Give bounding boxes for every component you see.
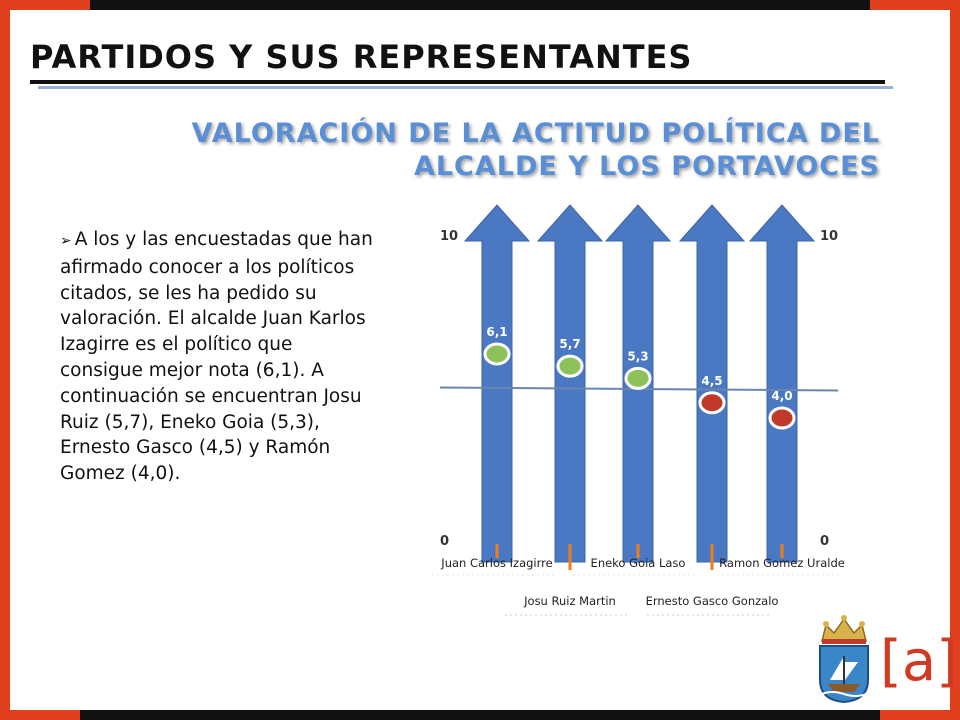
rating-dot xyxy=(483,342,511,366)
category-label: Ramon Gomez Uralde xyxy=(719,556,845,570)
rating-arrow xyxy=(463,204,531,563)
bullet-text: A los y las encuestadas que han afirmado… xyxy=(60,229,373,485)
frame-top-right-accent xyxy=(870,0,960,10)
rating-chart-svg: 10 0 10 0 6,1 5,7 5,3 4,5 4,0 Juan Carlos Izagirr… xyxy=(432,204,845,616)
rating-dot xyxy=(698,391,726,415)
bullet-arrow-icon: ➢ xyxy=(60,233,72,249)
municipal-shield-icon xyxy=(819,645,869,704)
category-label: Juan Carlos Izagirre xyxy=(440,556,552,570)
rating-value-label: 5,3 xyxy=(627,349,648,363)
rating-arrow xyxy=(536,204,604,563)
rating-value-label: 5,7 xyxy=(559,337,580,351)
category-label: Josu Ruiz Martin xyxy=(523,594,616,608)
subtitle-line-2: ALCALDE Y LOS PORTAVOCES xyxy=(413,151,880,182)
title-underline xyxy=(30,80,885,84)
slide-subtitle: VALORACIÓN DE LA ACTITUD POLÍTICA DEL AL… xyxy=(120,117,880,183)
frame-top-left-accent xyxy=(0,0,90,10)
title-underline-shadow xyxy=(38,86,893,89)
frame-bottom-right-accent xyxy=(880,710,960,720)
logo-bracket-a: [a] xyxy=(880,629,959,694)
rating-dot xyxy=(556,354,584,378)
rating-arrow xyxy=(748,204,816,563)
rating-value-label: 6,1 xyxy=(486,325,507,339)
axis-tick-label: 0 xyxy=(440,534,449,549)
category-label: Eneko Goia Laso xyxy=(591,556,686,570)
axis-tick-label: 10 xyxy=(820,229,838,244)
rating-value-label: 4,0 xyxy=(771,389,792,403)
frame-bottom-bar xyxy=(80,710,880,720)
category-label: Ernesto Gasco Gonzalo xyxy=(646,594,779,608)
frame-left-bar xyxy=(0,0,10,720)
frame-right-bar xyxy=(950,0,960,720)
axis-tick-label: 10 xyxy=(440,229,458,244)
municipal-crown-icon xyxy=(821,615,867,644)
bullet-paragraph: ➢ A los y las encuestadas que han afirmad… xyxy=(60,227,380,487)
frame-top-bar xyxy=(90,0,870,10)
rating-value-label: 4,5 xyxy=(701,374,722,388)
rating-dot xyxy=(768,406,796,430)
rating-chart: 10 0 10 0 6,1 5,7 5,3 4,5 4,0 Juan Carlos Izagirr… xyxy=(420,195,880,620)
rating-arrow xyxy=(678,204,746,563)
subtitle-line-1: VALORACIÓN DE LA ACTITUD POLÍTICA DEL xyxy=(191,118,880,149)
axis-tick-label: 0 xyxy=(820,534,829,549)
rating-dot xyxy=(624,366,652,390)
frame-bottom-left-accent xyxy=(0,710,80,720)
page-title: PARTIDOS Y SUS REPRESENTANTES xyxy=(30,38,693,76)
